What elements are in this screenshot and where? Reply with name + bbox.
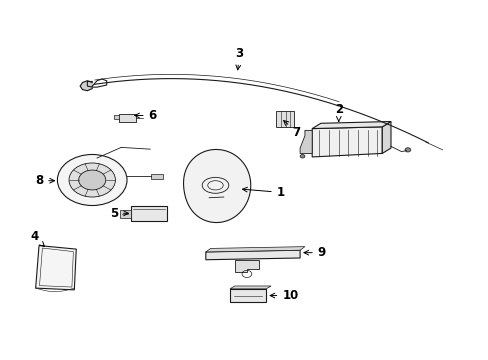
Polygon shape: [311, 127, 382, 157]
Text: 3: 3: [235, 46, 243, 70]
Circle shape: [69, 163, 115, 197]
Text: 7: 7: [283, 121, 300, 139]
Polygon shape: [311, 122, 390, 129]
Polygon shape: [87, 79, 106, 87]
Text: 4: 4: [30, 230, 44, 247]
Text: 9: 9: [304, 246, 325, 259]
Polygon shape: [205, 250, 300, 260]
Polygon shape: [119, 114, 136, 122]
Polygon shape: [229, 286, 270, 289]
FancyBboxPatch shape: [229, 289, 265, 302]
Circle shape: [79, 170, 105, 190]
FancyBboxPatch shape: [131, 206, 167, 221]
Polygon shape: [234, 260, 259, 272]
Text: 2: 2: [334, 103, 342, 121]
Text: 8: 8: [35, 174, 54, 187]
Polygon shape: [300, 130, 311, 153]
Circle shape: [300, 154, 305, 158]
Text: 5: 5: [110, 207, 128, 220]
Circle shape: [404, 148, 410, 152]
Text: 10: 10: [269, 289, 298, 302]
FancyBboxPatch shape: [151, 174, 163, 179]
Polygon shape: [382, 122, 390, 153]
Polygon shape: [183, 149, 250, 222]
Polygon shape: [205, 247, 305, 252]
FancyBboxPatch shape: [275, 111, 294, 127]
Text: 6: 6: [135, 109, 157, 122]
Polygon shape: [114, 116, 119, 119]
Circle shape: [57, 154, 127, 206]
FancyBboxPatch shape: [120, 210, 131, 218]
Polygon shape: [36, 246, 76, 290]
Polygon shape: [80, 81, 92, 91]
Text: 1: 1: [242, 186, 284, 199]
